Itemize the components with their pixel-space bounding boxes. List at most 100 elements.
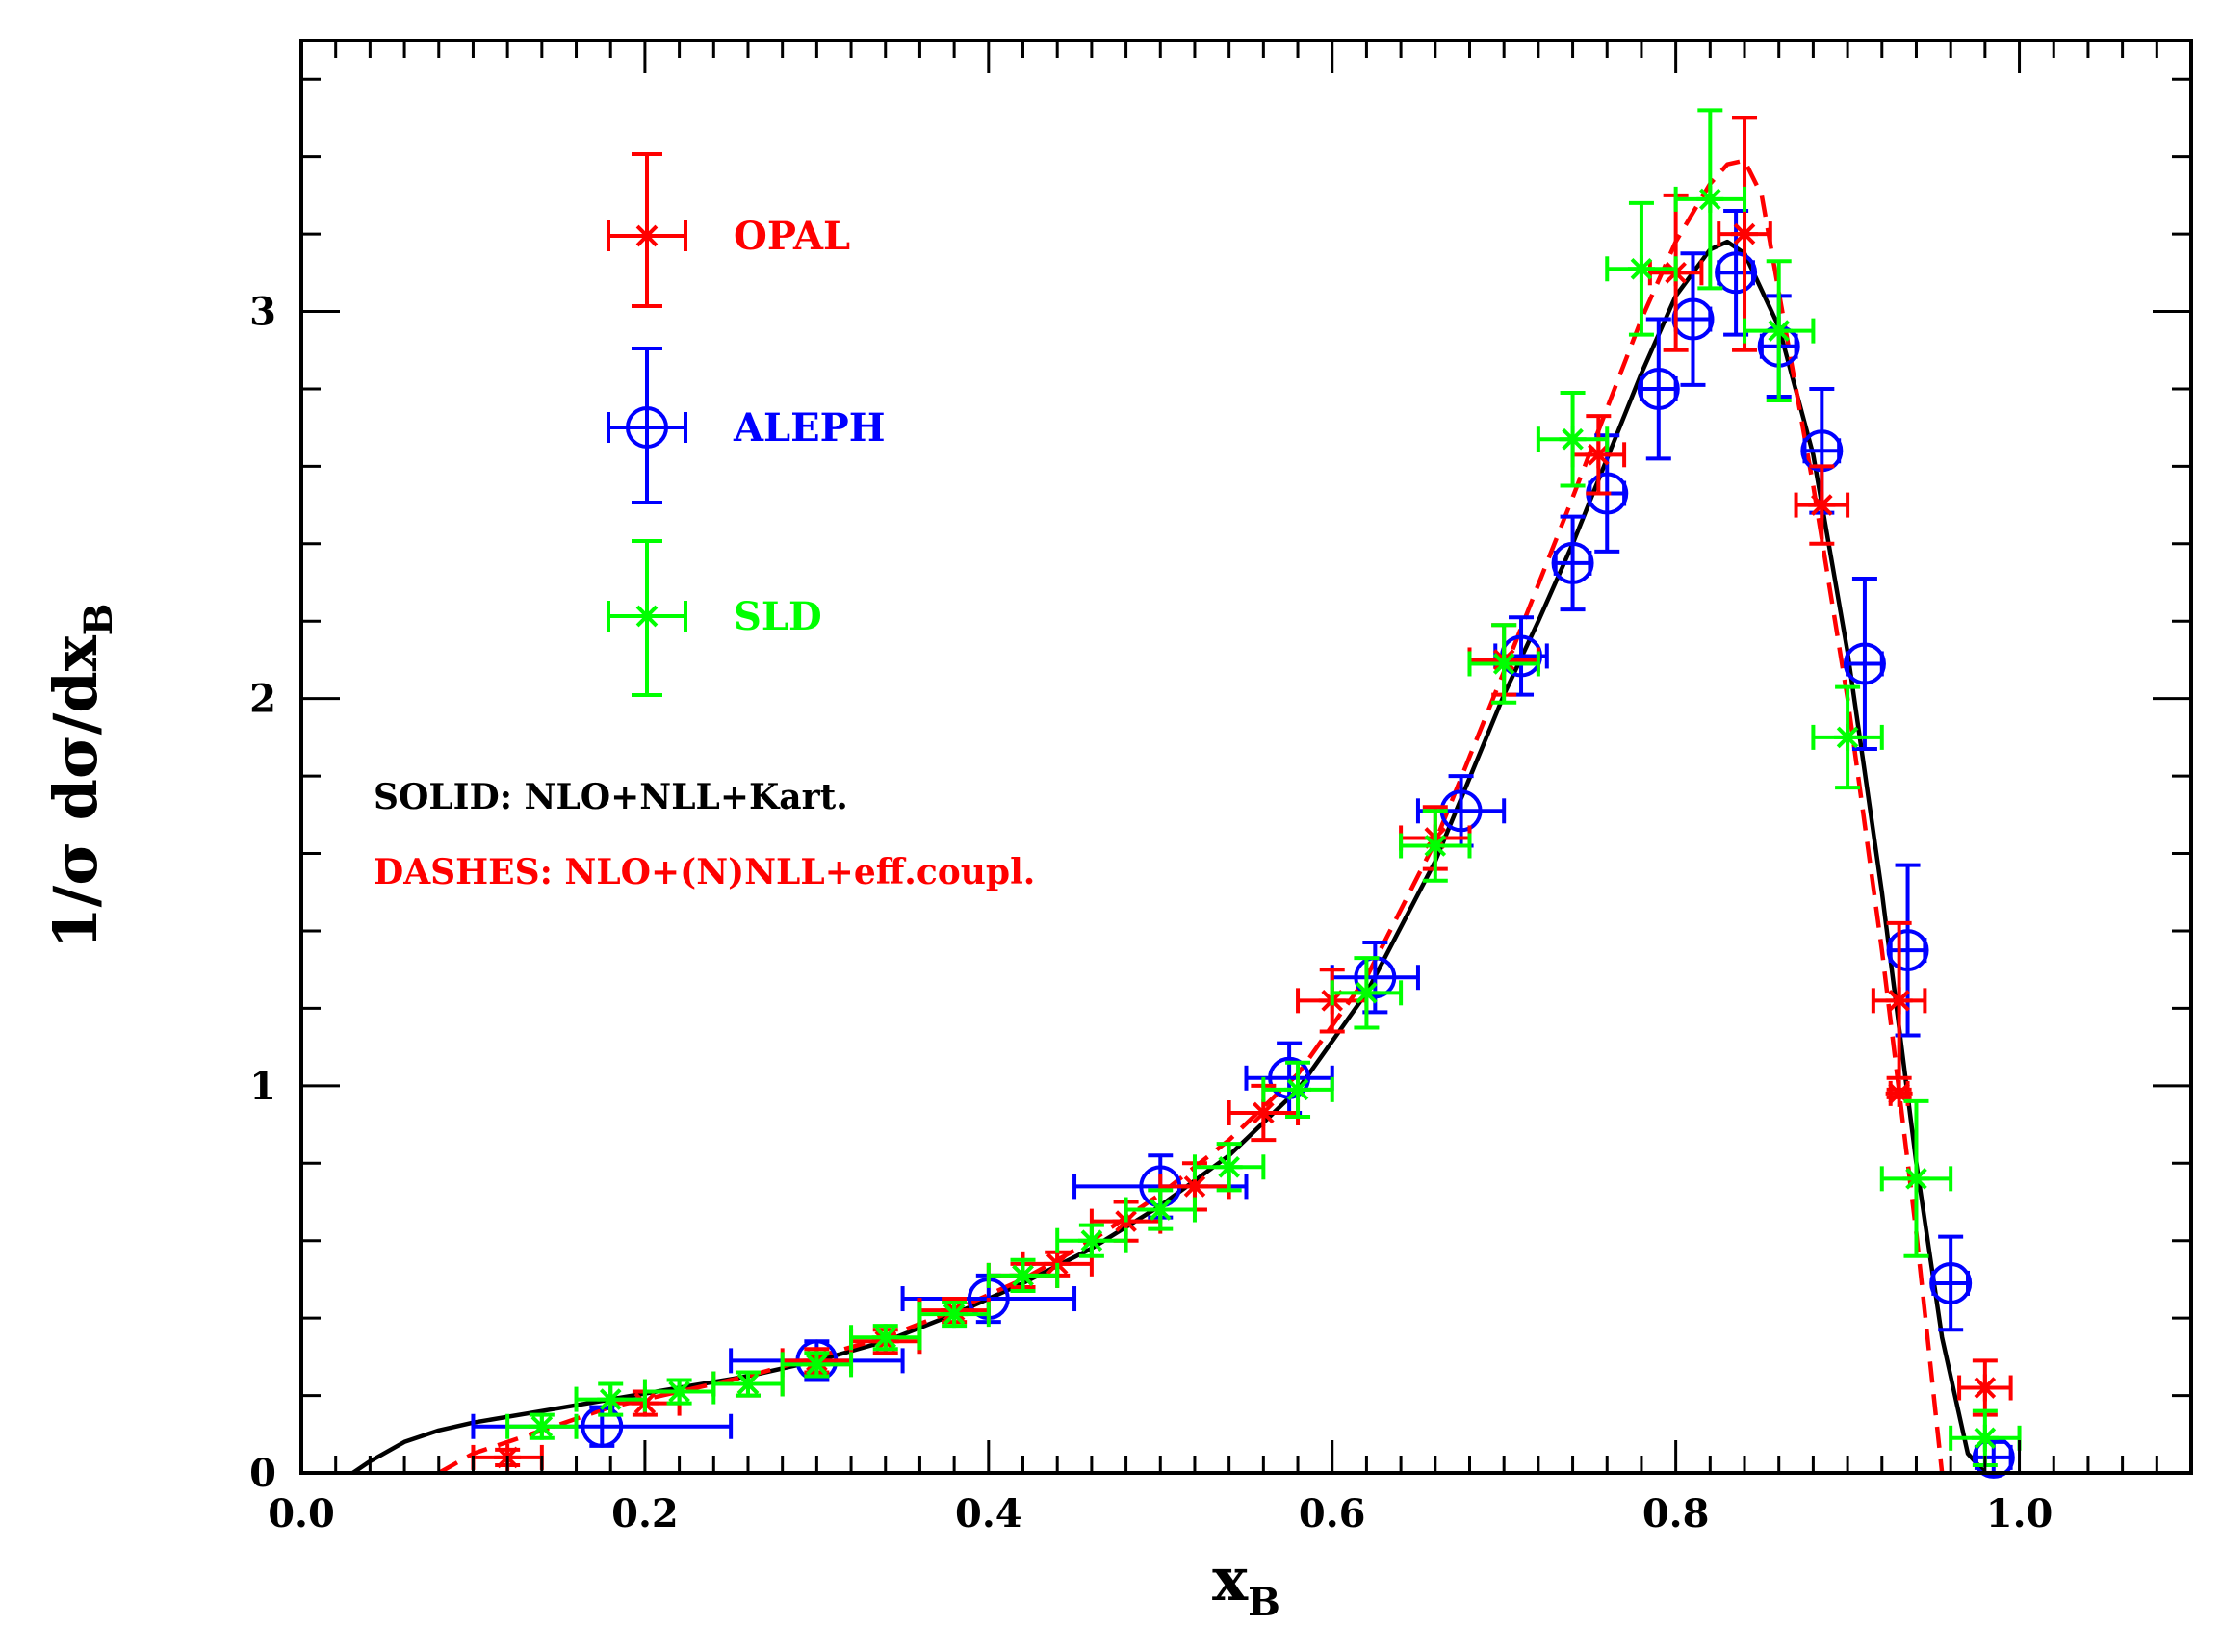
data-point-opal [1717,116,1772,352]
data-point-sld [917,1301,991,1329]
data-point-aleph [1886,863,1929,1038]
x-tick-label: 0.2 [611,1491,679,1536]
star-marker-stroke [668,1381,690,1403]
annotation-dashed-curve: DASHES: NLO+(N)NLL+eff.coupl. [374,852,1035,892]
data-point-sld [849,1324,922,1352]
legend-label-opal: OPAL [734,214,850,259]
star-marker-stroke [599,1388,622,1410]
star-marker-stroke [1588,443,1610,466]
theory-curves [351,158,1987,1475]
data-point-aleph [1637,317,1680,461]
star-marker-stroke [1149,1199,1172,1221]
star-marker-stroke [635,224,659,247]
x-tick-label: 0.4 [955,1491,1022,1536]
x-axis-title: xB [1212,1544,1280,1625]
circle-marker [1637,367,1680,410]
data-point-sld [986,1257,1060,1293]
star-marker-stroke [1562,427,1584,451]
star-marker-stroke [1974,1377,1997,1399]
data-point-sld [574,1381,647,1417]
star-marker-stroke [874,1326,897,1349]
y-tick-label: 3 [249,290,276,335]
data-point-sld [1743,259,1816,403]
x-tick-label: 0.8 [1642,1491,1710,1536]
circle-marker [1551,541,1594,584]
star-marker-stroke [1183,1175,1206,1198]
data-point-sld [1811,684,1884,790]
data-point-sld [1467,623,1540,705]
circle-marker [1843,642,1886,685]
plot-frame [299,39,2193,1475]
data-point-sld [1261,1060,1334,1120]
y-axis-title-subscript: B [76,604,121,636]
x-axis-tick-labels: 0.0 0.2 0.4 0.6 0.8 1.0 [268,1491,2053,1536]
dashed-curve [437,158,1945,1475]
star-marker-stroke [1218,1155,1240,1178]
series-sld [505,108,2022,1467]
star-marker-stroke [1356,982,1378,1004]
y-tick-label: 2 [249,677,276,722]
data-point-aleph [1929,1234,1973,1332]
series-aleph [471,208,2015,1479]
x-tick-label: 0.6 [1299,1491,1366,1536]
data-point-sld [1673,108,1747,291]
star-marker-stroke [1768,320,1791,342]
solid-curve [351,239,1987,1475]
star-marker-stroke [1733,222,1756,245]
star-marker-stroke [1888,990,1910,1012]
star-marker-stroke [1630,257,1653,280]
data-point-sld [1399,809,1472,883]
data-point-sld [505,1412,579,1440]
star-marker-stroke [530,1415,554,1438]
star-marker-stroke [1811,494,1833,516]
circle-marker [626,406,668,449]
circle-marker [1886,929,1929,972]
star-marker-stroke [1888,1082,1910,1105]
y-tick-label: 0 [249,1451,276,1496]
x-tick-label: 1.0 [1986,1491,2054,1536]
data-point-sld [1330,956,1404,1030]
data-point-aleph [1244,1041,1334,1115]
legend: OPAL ALEPH SLD [607,152,886,697]
data-point-aleph [1843,577,1886,751]
data-point-sld [711,1370,785,1398]
legend-entry-sld: SLD [607,539,822,697]
star-marker-stroke [806,1354,828,1376]
x-axis-title-subscript: B [1248,1580,1280,1625]
data-point-sld [1536,390,1610,488]
y-tick-label: 1 [249,1064,276,1109]
star-marker-stroke [1424,835,1447,857]
data-point-sld [780,1351,854,1379]
data-point-opal [1570,414,1627,496]
legend-entry-aleph: ALEPH [607,347,886,504]
star-marker-stroke [1836,726,1859,749]
star-marker-stroke [1492,653,1515,675]
star-marker-stroke [1286,1078,1309,1101]
annotation-solid-curve: SOLID: NLO+NLL+Kart. [374,777,848,817]
star-marker-stroke [1699,188,1721,211]
legend-label-sld: SLD [734,594,822,639]
data-point-sld [1605,200,1678,337]
star-marker-stroke [1974,1427,1997,1450]
star-marker-stroke [943,1303,966,1326]
star-marker-stroke [635,605,659,628]
data-point-aleph [1551,514,1594,612]
legend-label-aleph: ALEPH [733,405,886,451]
y-axis-tick-labels: 0 1 2 3 [249,290,276,1496]
data-point-sld [1055,1223,1128,1258]
legend-entry-opal: OPAL [607,152,850,308]
data-point-sld [1192,1142,1266,1193]
data-point-opal [1871,920,1927,1080]
axis-ticks [299,40,2193,1475]
star-marker-stroke [1905,1168,1927,1190]
data-point-opal [1794,464,1850,546]
circle-marker [1671,297,1715,341]
star-marker-stroke [1080,1229,1103,1252]
star-marker-stroke [1253,1101,1275,1124]
data-point-sld [642,1378,716,1406]
data-point-opal [1957,1358,2013,1417]
circle-marker [1715,251,1758,295]
data-point-sld [1949,1408,2022,1467]
y-axis-title: 1/σ dσ/dxB [40,604,121,949]
